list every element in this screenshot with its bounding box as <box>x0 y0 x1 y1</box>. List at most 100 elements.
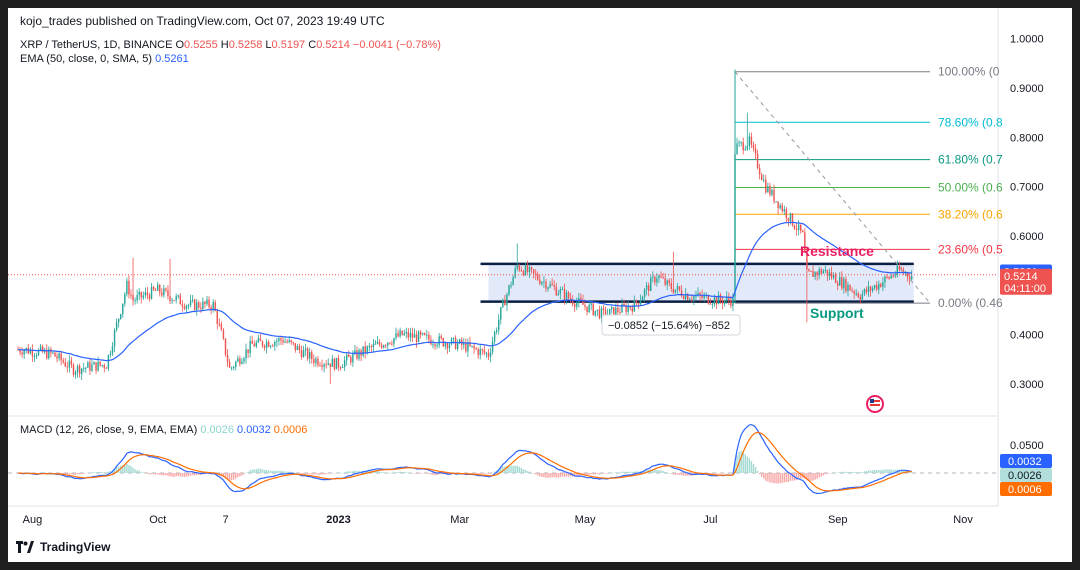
candle-body <box>563 289 566 300</box>
tradingview-footer[interactable]: TradingView <box>16 540 110 554</box>
candle-body <box>345 354 348 361</box>
candle-body <box>545 281 547 289</box>
macd-value-badge <box>1000 454 1052 468</box>
macd-hist-bar <box>417 473 420 474</box>
macd-hist-bar <box>489 473 492 474</box>
macd-hist-bar <box>175 473 177 477</box>
macd-hist-bar <box>736 455 738 473</box>
macd-hist-bar <box>608 472 611 474</box>
candle-body <box>206 299 208 305</box>
macd-hist-bar <box>541 473 543 477</box>
publish-header: kojo_trades published on TradingView.com… <box>20 14 385 28</box>
candle-body <box>436 345 438 347</box>
macd-hist-bar <box>871 470 874 473</box>
candle-body <box>138 291 140 296</box>
chart-canvas[interactable]: 1.0000 0.9000 0.8000 0.7000 0.6000 0.4000 0.30… <box>8 8 1072 562</box>
candle-body <box>763 179 765 181</box>
candle-body <box>265 341 268 348</box>
candle-body <box>335 357 338 370</box>
candle-body <box>185 305 188 309</box>
macd-hist-bar <box>723 473 726 474</box>
candle-body <box>871 287 874 291</box>
candle-body <box>134 300 136 302</box>
candle-body <box>629 306 631 309</box>
candle-body <box>152 286 155 290</box>
candle-body <box>662 277 664 279</box>
macd-hist-bar <box>247 471 249 473</box>
candle-body <box>243 358 245 362</box>
candle-body <box>551 283 553 286</box>
candle-body <box>647 285 650 291</box>
candle-body <box>816 272 818 276</box>
candle-body <box>452 337 455 339</box>
candle-body <box>639 300 642 305</box>
macd-hist-bar <box>709 473 712 475</box>
macd-hist-bar <box>255 469 258 473</box>
macd-hist-bar <box>432 473 434 475</box>
macd-hist-bar <box>333 473 336 474</box>
candle-body <box>818 269 820 276</box>
candle-body <box>177 295 179 297</box>
macd-hist-bar <box>269 470 272 473</box>
candle-body <box>37 349 40 356</box>
candle-body <box>736 143 738 155</box>
macd-hist-bar <box>103 472 106 473</box>
macd-hist-bar <box>107 471 110 473</box>
candle-body <box>72 364 75 375</box>
candle-body <box>226 354 229 363</box>
macd-hist-bar <box>713 473 716 474</box>
candle-body <box>424 333 426 335</box>
macd-hist-bar <box>366 470 368 473</box>
candle-body <box>898 266 901 270</box>
macd-hist-bar <box>493 471 496 473</box>
candle-body <box>87 362 89 368</box>
candle-body <box>438 336 440 346</box>
macd-hist-bar <box>882 469 884 473</box>
candle-body <box>709 303 712 305</box>
macd-hist-bar <box>888 469 890 473</box>
macd-hist-bar <box>806 473 808 481</box>
macd-hist-bar <box>288 471 290 473</box>
candle-body <box>680 290 683 296</box>
macd-hist-bar <box>272 470 274 473</box>
macd-hist-bar <box>64 473 66 475</box>
candle-body <box>91 364 93 371</box>
candle-body <box>666 280 668 285</box>
macd-hist-bar <box>263 469 266 473</box>
tradingview-logo-icon <box>16 541 34 553</box>
candle-body <box>760 174 763 181</box>
candle-body <box>181 304 184 307</box>
candle-body <box>401 330 403 335</box>
candle-body <box>150 286 153 299</box>
macd-hist-bar <box>261 469 264 473</box>
candle-body <box>62 360 64 363</box>
macd-hist-bar <box>122 465 124 473</box>
macd-hist-bar <box>719 473 722 474</box>
macd-hist-bar <box>728 472 730 474</box>
macd-hist-bar <box>565 473 568 477</box>
macd-hist-bar <box>99 471 101 473</box>
candle-body <box>660 275 662 278</box>
macd-hist-bar <box>824 473 827 475</box>
candle-body <box>619 312 621 314</box>
candle-body <box>886 276 888 278</box>
macd-hist-bar <box>198 473 200 475</box>
macd-hist-bar <box>249 470 251 473</box>
macd-hist-bar <box>666 472 668 473</box>
time-tick-label: Nov <box>953 514 973 526</box>
macd-hist-bar <box>313 473 315 475</box>
macd-hist-bar <box>617 472 619 473</box>
macd-hist-bar <box>635 471 638 473</box>
macd-hist-bar <box>781 473 783 483</box>
candle-body <box>276 341 278 343</box>
candle-body <box>880 283 882 287</box>
candle-body <box>115 322 118 331</box>
macd-hist-bar <box>391 472 393 474</box>
macd-hist-bar <box>479 473 481 474</box>
macd-hist-bar <box>594 473 597 475</box>
macd-hist-bar <box>348 471 350 473</box>
candle-body <box>791 213 794 226</box>
candle-body <box>571 299 574 305</box>
candle-body <box>582 300 584 305</box>
candle-body <box>869 286 872 291</box>
